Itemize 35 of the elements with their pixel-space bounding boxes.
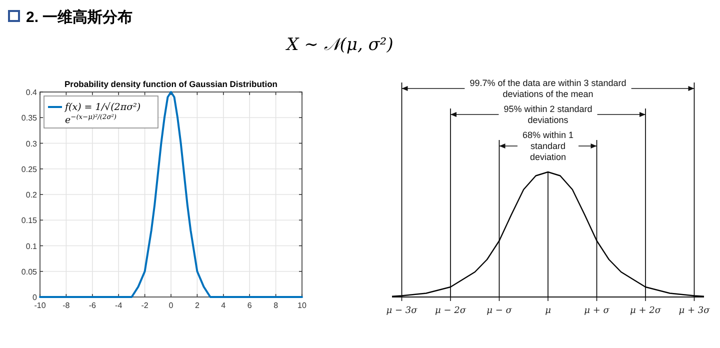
x-tick-label: 2 [194,301,200,310]
x-tick-label: μ + 3σ [678,306,711,316]
x-tick-label: -2 [141,301,149,310]
x-tick-label: -10 [34,301,46,310]
x-tick-label: μ − 3σ [386,306,418,316]
y-tick-label: 0.05 [21,267,38,276]
y-tick-label: 0.4 [26,88,38,97]
x-tick-label: -8 [62,301,70,310]
y-tick-label: 0.3 [26,139,38,148]
y-tick-label: 0.1 [26,242,38,251]
x-tick-label: -6 [88,301,96,310]
y-tick-label: 0 [32,293,38,302]
text: 99.7% of the data are within 3 standard deviations of the mean [470,78,626,99]
x-tick-label: 6 [247,301,252,310]
text: 68% within 1 standard deviation [522,130,574,162]
text: X ∼ 𝒩(μ, σ²) [284,35,394,55]
y-tick-label: 0.25 [21,164,38,174]
y-tick-label: 0.2 [26,190,38,200]
x-tick-label: μ − 2σ [435,306,467,316]
legend-label: f(x) = 1/√(2πσ²) e$^{−(x−μ)²/(2σ²)}$ [64,102,141,126]
text: 95% within 2 standard deviations [504,104,592,125]
x-tick-label: μ + σ [584,306,610,316]
y-tick-label: 0.35 [21,114,38,123]
x-tick-label: μ − σ [486,306,513,316]
x-tick-label: 0 [168,301,174,310]
chart-title: Probability density function of Gaussian Distribution [64,79,278,89]
x-tick-label: 8 [274,301,279,310]
line-series [39,91,303,298]
text: 2. 一维高斯分布 [26,8,133,26]
y-tick-label: 0.15 [21,216,38,226]
x-tick-label: 10 [298,301,307,310]
x-tick-label: μ [545,306,552,316]
x-tick-label: -4 [115,301,123,310]
x-tick-label: 4 [221,301,226,310]
x-tick-label: μ + 2σ [630,306,662,316]
